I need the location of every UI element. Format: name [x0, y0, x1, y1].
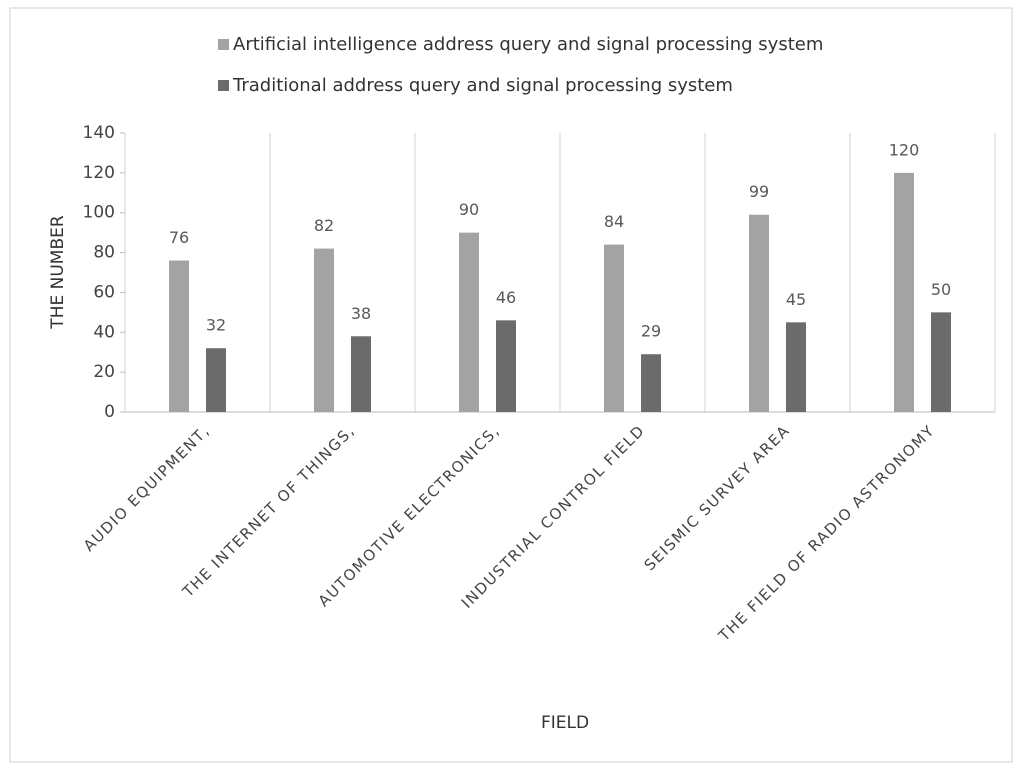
bar: [169, 260, 189, 412]
bar: [496, 320, 516, 412]
value-label: 76: [169, 228, 189, 247]
value-label: 32: [206, 316, 226, 335]
chart-border: [9, 7, 1013, 763]
y-tick-label: 80: [93, 243, 115, 263]
bar: [894, 172, 914, 412]
x-tick-label: AUDIO EQUIPMENT,: [80, 421, 214, 555]
legend-swatch: [218, 80, 229, 91]
y-axis-title: THE NUMBER: [48, 215, 68, 330]
bar: [314, 248, 334, 412]
bar: [931, 312, 951, 412]
bar: [206, 348, 226, 412]
legend-swatch: [218, 39, 229, 50]
value-label: 46: [496, 288, 516, 307]
y-tick-label: 0: [104, 402, 115, 422]
value-label: 45: [786, 290, 806, 309]
bar: [604, 244, 624, 412]
bar: [641, 354, 661, 412]
value-label: 84: [604, 212, 624, 231]
y-tick-label: 60: [93, 282, 115, 302]
bar: [749, 214, 769, 412]
y-tick-label: 120: [83, 163, 115, 183]
y-tick-label: 20: [93, 362, 115, 382]
x-axis-title: FIELD: [541, 713, 589, 733]
bar: [351, 336, 371, 412]
legend-label: Artificial intelligence address query an…: [233, 34, 823, 55]
value-label: 29: [641, 322, 661, 341]
value-label: 120: [889, 140, 920, 159]
y-tick-label: 100: [83, 203, 115, 223]
y-tick-label: 140: [83, 123, 115, 143]
x-tick-label: SEISMIC SURVEY AREA: [641, 421, 794, 574]
y-tick-label: 40: [93, 322, 115, 342]
bar: [459, 232, 479, 412]
value-label: 50: [931, 280, 951, 299]
legend-label: Traditional address query and signal pro…: [232, 75, 733, 96]
value-label: 90: [459, 200, 479, 219]
x-tick-label: THE INTERNET OF THINGS,: [178, 421, 358, 601]
value-label: 99: [749, 182, 769, 201]
value-label: 82: [314, 216, 334, 235]
value-label: 38: [351, 304, 371, 323]
bar: [786, 322, 806, 412]
